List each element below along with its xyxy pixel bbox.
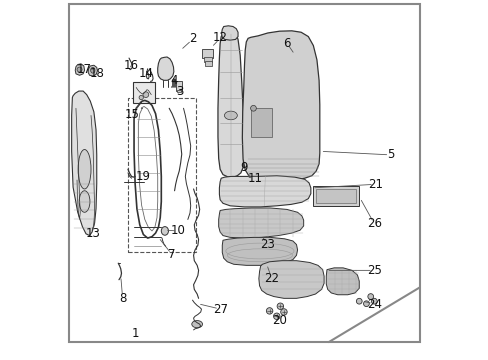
Ellipse shape <box>250 105 256 111</box>
Ellipse shape <box>367 294 373 300</box>
Text: 25: 25 <box>366 264 381 277</box>
Ellipse shape <box>363 301 368 307</box>
Text: 7: 7 <box>168 248 176 261</box>
Ellipse shape <box>191 320 202 328</box>
Text: 17: 17 <box>77 63 92 76</box>
Polygon shape <box>219 176 310 207</box>
Bar <box>203 57 211 62</box>
Text: 19: 19 <box>136 170 151 183</box>
Ellipse shape <box>371 298 376 304</box>
Text: 8: 8 <box>119 292 126 305</box>
Bar <box>202 49 212 58</box>
Polygon shape <box>258 261 324 298</box>
Polygon shape <box>158 57 174 80</box>
Text: 18: 18 <box>90 67 105 80</box>
Text: 11: 11 <box>247 172 262 185</box>
Bar <box>312 186 359 206</box>
Text: 5: 5 <box>386 148 394 161</box>
Text: 26: 26 <box>366 217 381 230</box>
Text: 20: 20 <box>272 314 286 327</box>
Ellipse shape <box>78 149 91 189</box>
Ellipse shape <box>356 298 362 304</box>
Text: 13: 13 <box>85 227 101 240</box>
Ellipse shape <box>161 226 168 235</box>
Polygon shape <box>242 31 319 180</box>
Ellipse shape <box>77 67 82 72</box>
Ellipse shape <box>139 95 143 100</box>
Bar <box>175 81 182 91</box>
Text: 22: 22 <box>264 272 278 285</box>
Ellipse shape <box>172 79 175 82</box>
Text: 14: 14 <box>139 67 154 80</box>
Text: 9: 9 <box>240 161 248 174</box>
Bar <box>128 98 196 252</box>
Ellipse shape <box>90 67 95 73</box>
Polygon shape <box>72 91 97 235</box>
Bar <box>133 82 155 103</box>
Text: 16: 16 <box>123 59 138 72</box>
Ellipse shape <box>224 111 237 120</box>
Text: 6: 6 <box>283 36 290 50</box>
Polygon shape <box>75 64 84 75</box>
Text: 21: 21 <box>367 178 382 191</box>
Ellipse shape <box>277 303 283 310</box>
Ellipse shape <box>266 308 272 314</box>
Bar <box>177 90 180 93</box>
Polygon shape <box>221 26 238 40</box>
Text: 27: 27 <box>213 303 227 316</box>
Bar <box>204 61 211 66</box>
Text: 12: 12 <box>212 31 227 44</box>
Polygon shape <box>218 208 303 238</box>
Text: 3: 3 <box>176 85 183 98</box>
Polygon shape <box>218 30 244 177</box>
Ellipse shape <box>142 92 148 98</box>
Ellipse shape <box>79 191 90 212</box>
Text: 10: 10 <box>170 224 185 238</box>
Polygon shape <box>222 237 297 265</box>
Ellipse shape <box>280 309 286 315</box>
Bar <box>315 189 356 203</box>
Polygon shape <box>88 65 97 76</box>
Polygon shape <box>325 268 359 295</box>
Text: 24: 24 <box>366 298 381 311</box>
Text: 2: 2 <box>188 32 196 45</box>
Text: 15: 15 <box>124 108 140 121</box>
Text: 1: 1 <box>131 327 139 340</box>
Bar <box>250 108 272 137</box>
Text: 4: 4 <box>170 74 177 87</box>
Ellipse shape <box>273 313 280 319</box>
Text: 23: 23 <box>259 238 274 251</box>
